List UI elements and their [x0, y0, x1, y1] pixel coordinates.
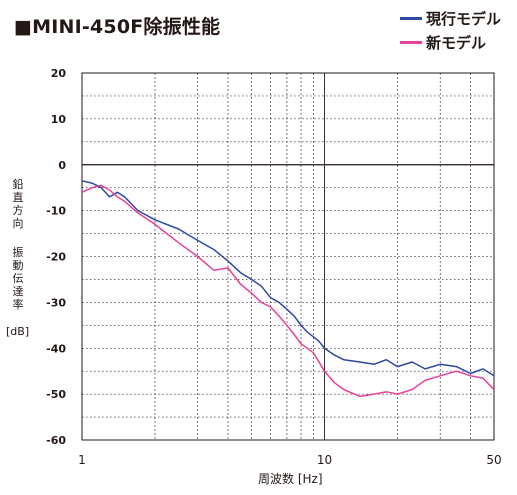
y-axis-label-char: 向 — [12, 217, 24, 230]
x-tick-label: 10 — [317, 453, 332, 467]
y-tick-label: -10 — [46, 205, 66, 218]
y-tick-label: -20 — [46, 251, 66, 264]
y-tick-label: -30 — [46, 296, 66, 309]
series-line-current — [81, 180, 495, 377]
y-tick-label: -50 — [46, 388, 66, 401]
x-tick-label: 1 — [78, 453, 86, 467]
x-axis-label: 周波数 [Hz] — [258, 472, 323, 486]
y-tick-label: 20 — [51, 67, 67, 80]
legend: 現行モデル 新モデル — [400, 6, 501, 54]
y-tick-label: -60 — [46, 434, 66, 447]
y-axis-label-char: 方 — [12, 204, 24, 217]
series-line-new — [81, 184, 495, 398]
y-axis-unit: [dB] — [6, 325, 30, 338]
legend-swatch-current — [400, 16, 422, 20]
legend-item-current: 現行モデル — [400, 6, 501, 30]
y-axis-label-char: 振 — [12, 246, 24, 259]
y-axis-label-char: 伝 — [12, 272, 24, 285]
legend-swatch-new — [400, 40, 422, 44]
y-axis-label-char: 鉛 — [12, 178, 24, 191]
y-tick-label: 10 — [51, 113, 67, 126]
legend-label-new: 新モデル — [426, 33, 487, 52]
x-tick-label: 50 — [486, 453, 501, 467]
chart-title: ■MINI-450F除振性能 — [14, 16, 221, 38]
legend-label-current: 現行モデル — [426, 9, 502, 28]
y-axis-label-char: 達 — [12, 285, 24, 298]
y-axis-label-char: 直 — [12, 191, 24, 204]
y-axis-label-char: 率 — [12, 298, 24, 311]
y-tick-label: -40 — [46, 342, 66, 355]
legend-item-new: 新モデル — [400, 30, 501, 54]
y-axis-label: 鉛 直 方 向 振 動 伝 達 率 — [10, 178, 26, 311]
y-tick-label: 0 — [58, 159, 66, 172]
y-axis-label-char: 動 — [12, 259, 24, 272]
